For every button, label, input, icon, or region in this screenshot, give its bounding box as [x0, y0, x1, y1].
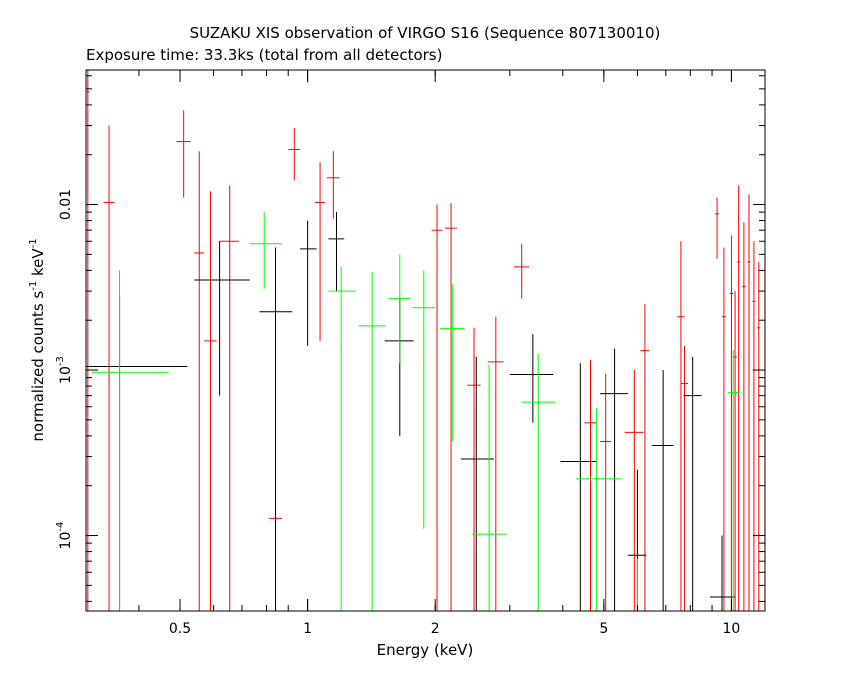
- data-point: [742, 222, 746, 611]
- y-axis-label-exp2: -1: [28, 238, 39, 248]
- data-point: [460, 356, 494, 611]
- data-point: [652, 370, 674, 611]
- y-tick-base: 10: [58, 532, 74, 550]
- data-point: [509, 334, 554, 423]
- data-point: [411, 270, 436, 529]
- data-point: [384, 298, 414, 436]
- x-tick-label: 0.5: [169, 621, 191, 637]
- data-point: [721, 247, 726, 611]
- data-point: [439, 284, 465, 442]
- data-point: [288, 128, 301, 181]
- data-point: [326, 151, 340, 219]
- data-point: [86, 296, 188, 611]
- x-tick-label: 10: [723, 621, 741, 637]
- chart-title: SUZAKU XIS observation of VIRGO S16 (Seq…: [190, 24, 661, 42]
- data-point: [736, 185, 741, 611]
- y-tick-base: 10: [58, 366, 74, 384]
- data-point: [487, 316, 504, 611]
- data-point: [715, 197, 720, 259]
- y-tick-exp: -3: [55, 356, 66, 366]
- data-layer: [86, 70, 761, 612]
- series-2: [92, 212, 741, 612]
- y-tick-exp: -4: [55, 522, 66, 532]
- data-point: [680, 345, 689, 611]
- y-tick-label: 10-3: [55, 356, 74, 384]
- y-axis-label-exp1: -1: [28, 281, 39, 291]
- data-point: [328, 212, 345, 292]
- x-tick-label: 1: [303, 621, 312, 637]
- data-point: [514, 243, 530, 299]
- data-point: [472, 364, 507, 611]
- data-point: [576, 407, 622, 611]
- y-tick-base: 0.01: [58, 189, 74, 220]
- data-point: [358, 272, 386, 611]
- x-tick-label: 5: [599, 621, 608, 637]
- data-point: [194, 151, 205, 611]
- data-point: [92, 270, 169, 611]
- data-point: [521, 354, 556, 611]
- data-point: [600, 348, 628, 611]
- data-point: [733, 291, 737, 611]
- data-point: [204, 191, 217, 611]
- data-point: [176, 110, 191, 198]
- data-point: [259, 247, 293, 611]
- series-1: [86, 212, 736, 611]
- y-tick-label: 10-4: [55, 522, 74, 550]
- data-point: [584, 359, 597, 611]
- data-point: [752, 241, 756, 611]
- y-axis-label-mid: keV: [29, 248, 47, 281]
- data-point: [388, 254, 411, 364]
- data-point: [194, 241, 250, 396]
- data-point: [560, 363, 597, 611]
- data-point: [640, 304, 650, 611]
- x-tick-label: 2: [431, 621, 440, 637]
- data-point: [249, 212, 282, 289]
- data-point: [103, 125, 115, 611]
- data-point: [727, 350, 741, 611]
- data-point: [683, 356, 702, 611]
- data-point: [328, 266, 356, 611]
- data-point: [600, 373, 612, 611]
- data-point: [729, 235, 734, 611]
- data-point: [431, 204, 443, 611]
- plot-frame: [85, 69, 766, 612]
- data-point: [634, 559, 641, 612]
- data-point: [300, 220, 317, 346]
- data-point: [219, 185, 240, 611]
- x-axis-label: Energy (keV): [377, 641, 474, 659]
- y-axis-label-main: normalized counts s: [29, 291, 47, 442]
- data-point: [677, 241, 685, 611]
- chart-subtitle: Exposure time: 33.3ks (total from all de…: [86, 46, 442, 64]
- data-point: [467, 327, 481, 611]
- data-point: [709, 535, 736, 611]
- data-point: [624, 370, 644, 611]
- data-point: [314, 162, 326, 341]
- data-point: [86, 70, 90, 611]
- data-point: [445, 203, 457, 611]
- y-tick-label: 0.01: [58, 189, 74, 220]
- data-point: [747, 194, 751, 611]
- data-point: [757, 261, 761, 611]
- y-axis-label: normalized counts s-1 keV-1: [28, 238, 47, 441]
